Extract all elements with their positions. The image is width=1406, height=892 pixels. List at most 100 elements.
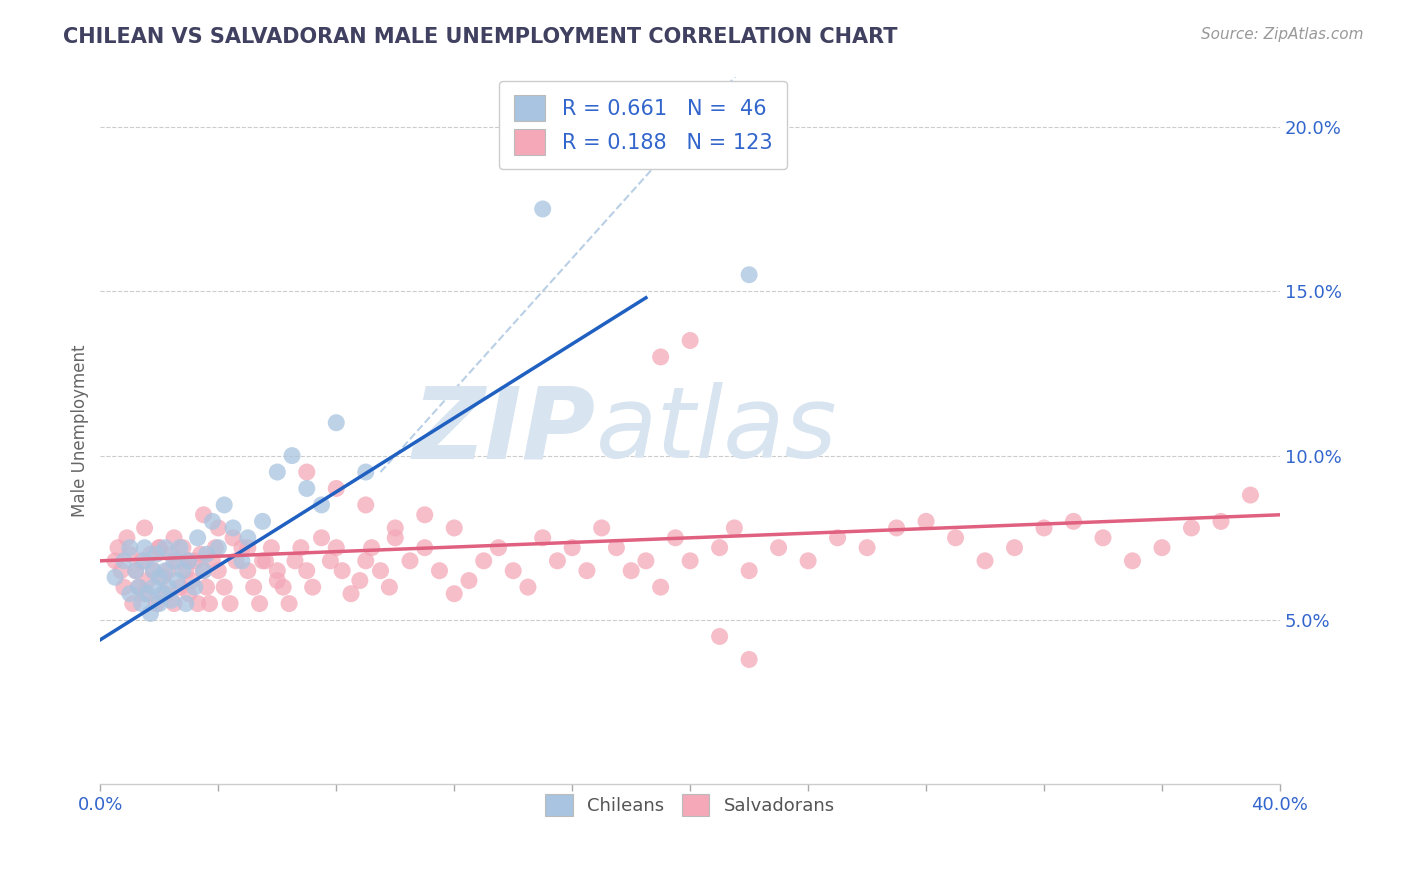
Point bbox=[177, 554, 200, 568]
Point bbox=[723, 521, 745, 535]
Point bbox=[166, 554, 188, 568]
Point bbox=[709, 541, 731, 555]
Point bbox=[160, 593, 183, 607]
Point bbox=[488, 541, 510, 555]
Point bbox=[193, 564, 215, 578]
Point bbox=[384, 531, 406, 545]
Point bbox=[148, 597, 170, 611]
Point bbox=[212, 498, 235, 512]
Point bbox=[311, 498, 333, 512]
Point bbox=[201, 554, 224, 568]
Point bbox=[148, 541, 170, 555]
Point bbox=[148, 570, 170, 584]
Point bbox=[183, 580, 205, 594]
Point bbox=[378, 580, 401, 594]
Point bbox=[174, 597, 197, 611]
Point bbox=[115, 531, 138, 545]
Point bbox=[634, 554, 657, 568]
Point bbox=[354, 498, 377, 512]
Point bbox=[155, 587, 177, 601]
Point bbox=[131, 597, 153, 611]
Point bbox=[242, 580, 264, 594]
Point bbox=[180, 574, 202, 588]
Point bbox=[281, 449, 304, 463]
Point bbox=[145, 597, 167, 611]
Point bbox=[125, 564, 148, 578]
Point bbox=[231, 541, 253, 555]
Point bbox=[856, 541, 879, 555]
Point bbox=[110, 564, 132, 578]
Point bbox=[301, 580, 323, 594]
Point bbox=[155, 541, 177, 555]
Point bbox=[118, 541, 141, 555]
Point bbox=[413, 508, 436, 522]
Point bbox=[236, 531, 259, 545]
Point bbox=[193, 508, 215, 522]
Point bbox=[121, 597, 143, 611]
Point bbox=[128, 580, 150, 594]
Point bbox=[183, 554, 205, 568]
Point bbox=[266, 564, 288, 578]
Point bbox=[738, 564, 761, 578]
Point bbox=[360, 541, 382, 555]
Point bbox=[516, 580, 538, 594]
Point bbox=[134, 541, 156, 555]
Point bbox=[249, 597, 271, 611]
Point bbox=[118, 547, 141, 561]
Point bbox=[131, 554, 153, 568]
Point bbox=[187, 597, 209, 611]
Point bbox=[190, 547, 212, 561]
Point bbox=[546, 554, 568, 568]
Point bbox=[1121, 554, 1143, 568]
Point bbox=[325, 482, 347, 496]
Point bbox=[1239, 488, 1261, 502]
Point bbox=[1180, 521, 1202, 535]
Point bbox=[193, 564, 215, 578]
Point bbox=[266, 574, 288, 588]
Point bbox=[531, 531, 554, 545]
Point bbox=[166, 574, 188, 588]
Point bbox=[172, 541, 194, 555]
Point bbox=[177, 554, 200, 568]
Point bbox=[169, 541, 191, 555]
Point bbox=[225, 554, 247, 568]
Point bbox=[709, 630, 731, 644]
Point bbox=[219, 597, 242, 611]
Point bbox=[620, 564, 643, 578]
Point bbox=[1150, 541, 1173, 555]
Point bbox=[531, 202, 554, 216]
Point bbox=[157, 564, 180, 578]
Point bbox=[295, 465, 318, 479]
Point bbox=[222, 531, 245, 545]
Point bbox=[370, 564, 392, 578]
Point bbox=[311, 531, 333, 545]
Point bbox=[266, 465, 288, 479]
Point bbox=[118, 587, 141, 601]
Point bbox=[679, 334, 702, 348]
Point bbox=[664, 531, 686, 545]
Point bbox=[112, 580, 135, 594]
Point bbox=[112, 554, 135, 568]
Point bbox=[222, 521, 245, 535]
Point bbox=[260, 541, 283, 555]
Point bbox=[204, 541, 226, 555]
Point bbox=[650, 350, 672, 364]
Point bbox=[136, 574, 159, 588]
Point bbox=[142, 564, 165, 578]
Point bbox=[207, 564, 229, 578]
Point bbox=[207, 521, 229, 535]
Point bbox=[104, 554, 127, 568]
Point bbox=[134, 587, 156, 601]
Point bbox=[429, 564, 451, 578]
Point bbox=[575, 564, 598, 578]
Point bbox=[915, 514, 938, 528]
Point bbox=[827, 531, 849, 545]
Point bbox=[169, 580, 191, 594]
Point bbox=[195, 580, 218, 594]
Point bbox=[354, 554, 377, 568]
Point bbox=[354, 465, 377, 479]
Point bbox=[163, 554, 186, 568]
Point bbox=[738, 652, 761, 666]
Point bbox=[145, 547, 167, 561]
Point bbox=[150, 570, 173, 584]
